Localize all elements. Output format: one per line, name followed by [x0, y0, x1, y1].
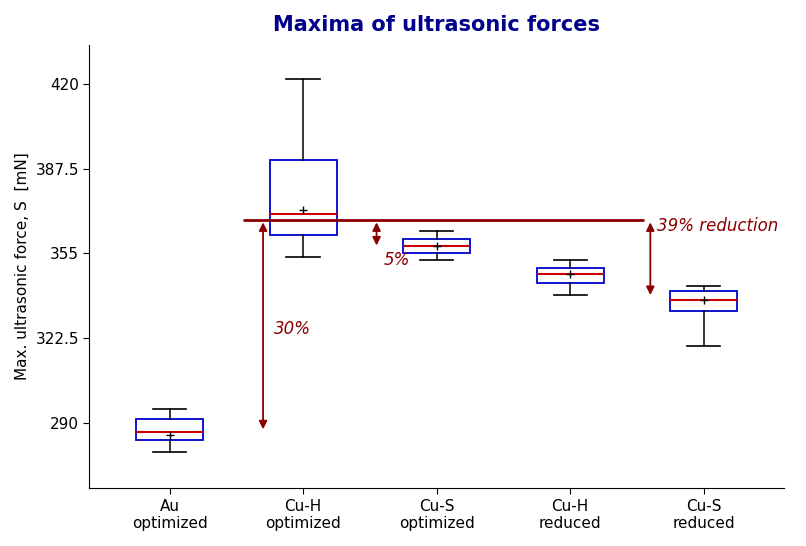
Text: 39% reduction: 39% reduction — [657, 217, 779, 235]
Text: 30%: 30% — [274, 320, 311, 338]
Y-axis label: Max. ultrasonic force, S  [mN]: Max. ultrasonic force, S [mN] — [15, 153, 30, 381]
PathPatch shape — [136, 419, 203, 440]
Title: Maxima of ultrasonic forces: Maxima of ultrasonic forces — [273, 15, 600, 35]
PathPatch shape — [270, 159, 337, 235]
PathPatch shape — [671, 292, 737, 311]
PathPatch shape — [403, 239, 470, 253]
PathPatch shape — [537, 268, 604, 283]
Text: 5%: 5% — [384, 251, 409, 269]
